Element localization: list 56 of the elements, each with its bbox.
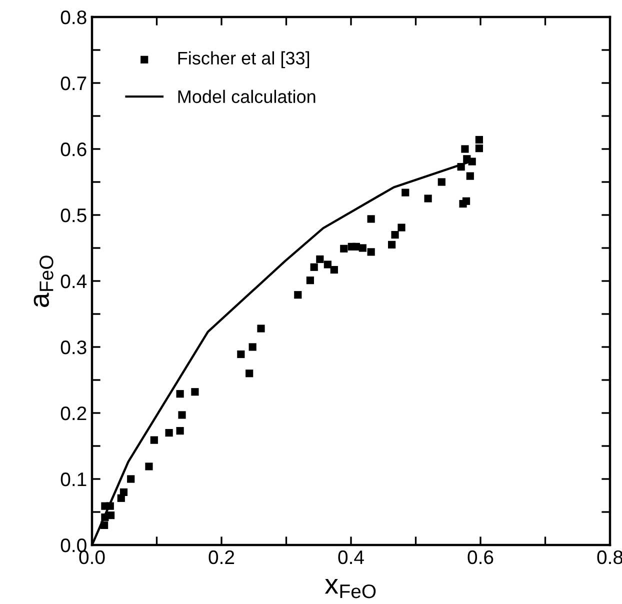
point <box>402 188 410 196</box>
point <box>316 255 324 264</box>
x-tick-label: 0.0 <box>79 550 105 564</box>
legend-label: Fischer et al [33] <box>178 51 310 68</box>
y-tick-label: 0.6 <box>60 142 86 156</box>
point <box>178 411 186 419</box>
point <box>475 136 484 144</box>
point <box>294 291 302 299</box>
point <box>248 343 256 351</box>
point <box>358 244 366 252</box>
point <box>462 197 470 205</box>
point <box>145 462 153 470</box>
point <box>257 324 265 332</box>
point <box>388 240 396 249</box>
point <box>466 172 474 180</box>
y-tick-label: 0.4 <box>60 274 87 288</box>
y-tick-label: 0.8 <box>60 10 86 24</box>
y-tick-label: 0.2 <box>60 406 86 420</box>
x-axis-title: x$_{FeO}$ <box>324 578 376 598</box>
point <box>246 370 254 378</box>
point <box>461 145 469 153</box>
point <box>237 350 245 358</box>
point <box>475 144 484 152</box>
point <box>340 244 348 252</box>
point <box>468 158 476 166</box>
legend-label: Model calculation <box>178 90 316 104</box>
y-tick-label: 0.1 <box>60 472 86 486</box>
x-tick-label: 0.6 <box>468 550 494 564</box>
point <box>150 436 158 444</box>
point <box>100 521 108 530</box>
point <box>120 488 128 496</box>
y-axis-title: a$_{FeO}$ <box>34 256 54 308</box>
point <box>306 276 314 284</box>
point <box>438 178 446 186</box>
y-tick-label: 0.7 <box>60 76 86 90</box>
x-tick-label: 0.4 <box>338 550 364 564</box>
point <box>330 266 338 274</box>
point <box>310 263 318 271</box>
point <box>367 215 375 223</box>
point <box>424 194 432 202</box>
point <box>191 388 199 396</box>
point <box>324 260 332 268</box>
y-tick-label: 0.3 <box>60 340 86 354</box>
point <box>176 390 184 398</box>
point <box>398 224 406 232</box>
point <box>106 511 115 520</box>
point <box>457 163 465 171</box>
point <box>391 230 399 239</box>
y-tick-label: 0.5 <box>60 208 86 222</box>
point <box>165 428 173 437</box>
x-tick-label: 0.2 <box>208 550 234 564</box>
point <box>176 427 184 435</box>
point <box>106 502 114 510</box>
point <box>367 248 375 256</box>
y-tick-label: 0.0 <box>60 538 86 552</box>
point <box>127 475 135 483</box>
